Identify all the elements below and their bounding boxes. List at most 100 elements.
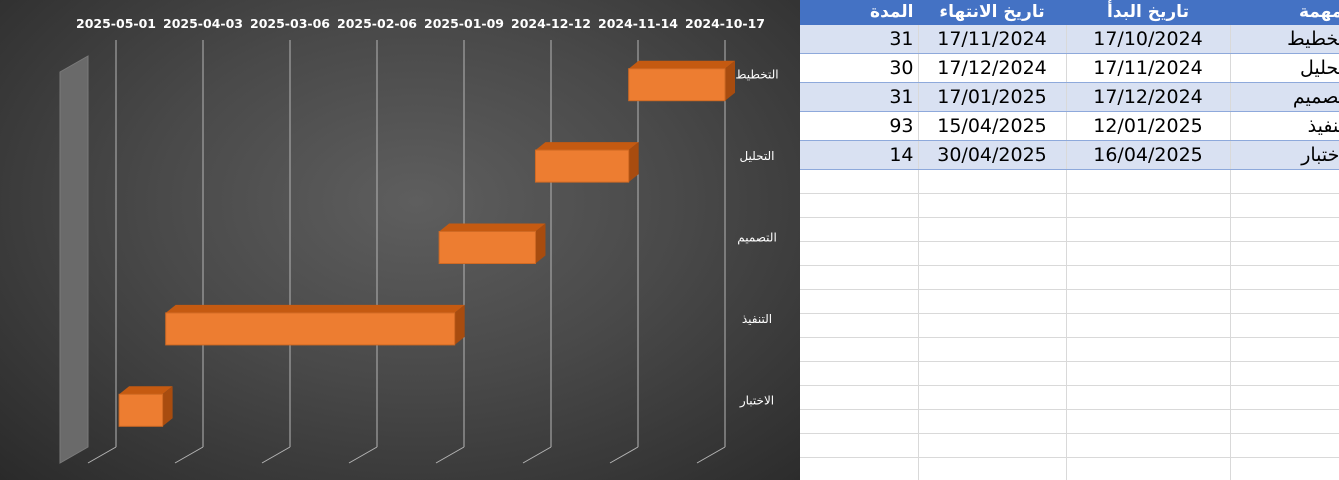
empty-cell[interactable]: [1230, 289, 1339, 314]
empty-cell[interactable]: [800, 241, 919, 266]
empty-cell[interactable]: [1066, 289, 1231, 314]
empty-row: [800, 217, 1339, 242]
empty-cell[interactable]: [1230, 409, 1339, 434]
gantt-chart[interactable]: 2025-05-01 2025-04-03 2025-03-06 2025-02-06…: [0, 0, 800, 480]
cell-end-date[interactable]: 15/04/2025: [918, 111, 1067, 141]
x-tick-label: 2024-10-17: [685, 16, 765, 31]
empty-row: [800, 241, 1339, 266]
gantt-bar[interactable]: [628, 60, 735, 102]
empty-cell[interactable]: [1066, 409, 1231, 434]
x-tick-label: 2024-12-12: [511, 16, 591, 31]
empty-cell[interactable]: [918, 409, 1067, 434]
empty-cell[interactable]: [1230, 457, 1339, 480]
bar-top-face: [535, 142, 639, 151]
empty-cell[interactable]: [918, 265, 1067, 290]
empty-cell[interactable]: [1230, 337, 1339, 362]
cell-duration[interactable]: 14: [800, 140, 919, 170]
table-row: 31 17/01/2025 17/12/2024 التصميم: [800, 82, 1339, 112]
empty-cell[interactable]: [1066, 433, 1231, 458]
cell-duration[interactable]: 31: [800, 82, 919, 112]
empty-cell[interactable]: [800, 361, 919, 386]
floor-gridline: [87, 446, 117, 464]
empty-cell[interactable]: [918, 361, 1067, 386]
cell-task[interactable]: التنفيذ: [1230, 111, 1339, 141]
cell-start-date[interactable]: 17/11/2024: [1066, 53, 1231, 83]
header-start-date[interactable]: تاريخ البدأ: [1066, 0, 1231, 25]
empty-cell[interactable]: [1230, 193, 1339, 218]
empty-cell[interactable]: [1066, 361, 1231, 386]
header-task[interactable]: المهمة: [1230, 0, 1339, 25]
empty-cell[interactable]: [1230, 169, 1339, 194]
cell-end-date[interactable]: 17/01/2025: [918, 82, 1067, 112]
empty-cell[interactable]: [918, 433, 1067, 458]
header-duration[interactable]: المدة: [800, 0, 919, 25]
empty-cell[interactable]: [800, 313, 919, 338]
empty-cell[interactable]: [1066, 313, 1231, 338]
cell-task[interactable]: الاختبار: [1230, 140, 1339, 170]
bar-side-face: [535, 223, 546, 264]
empty-cell[interactable]: [800, 337, 919, 362]
empty-cell[interactable]: [918, 217, 1067, 242]
empty-cell[interactable]: [1230, 313, 1339, 338]
empty-row: [800, 361, 1339, 386]
floor-gridline: [522, 446, 552, 464]
gantt-bar[interactable]: [534, 142, 639, 183]
empty-cell[interactable]: [918, 457, 1067, 480]
cell-end-date[interactable]: 17/11/2024: [918, 24, 1067, 54]
cell-end-date[interactable]: 30/04/2025: [918, 140, 1067, 170]
bar-top-face: [628, 60, 735, 69]
empty-cell[interactable]: [1066, 457, 1231, 480]
empty-cell[interactable]: [1066, 193, 1231, 218]
empty-cell[interactable]: [800, 265, 919, 290]
cell-duration[interactable]: 30: [800, 53, 919, 83]
empty-cell[interactable]: [800, 169, 919, 194]
cell-task[interactable]: التحليل: [1230, 53, 1339, 83]
bar-side-face: [454, 304, 465, 345]
empty-row: [800, 193, 1339, 218]
empty-cell[interactable]: [1066, 265, 1231, 290]
cell-start-date[interactable]: 17/12/2024: [1066, 82, 1231, 112]
empty-cell[interactable]: [1066, 217, 1231, 242]
empty-cell[interactable]: [918, 289, 1067, 314]
empty-cell[interactable]: [1066, 241, 1231, 266]
empty-cell[interactable]: [918, 337, 1067, 362]
cell-task[interactable]: التخطيط: [1230, 24, 1339, 54]
empty-cell[interactable]: [800, 433, 919, 458]
bar-front-face: [628, 68, 726, 102]
empty-cell[interactable]: [800, 193, 919, 218]
cell-task[interactable]: التصميم: [1230, 82, 1339, 112]
cell-end-date[interactable]: 17/12/2024: [918, 53, 1067, 83]
empty-cell[interactable]: [1230, 385, 1339, 410]
empty-cell[interactable]: [1230, 217, 1339, 242]
empty-cell[interactable]: [800, 385, 919, 410]
cell-start-date[interactable]: 16/04/2025: [1066, 140, 1231, 170]
empty-cell[interactable]: [1230, 241, 1339, 266]
empty-cell[interactable]: [800, 289, 919, 314]
empty-cell[interactable]: [918, 241, 1067, 266]
empty-cell[interactable]: [918, 385, 1067, 410]
empty-cell[interactable]: [918, 313, 1067, 338]
gantt-bar[interactable]: [165, 304, 465, 346]
cell-start-date[interactable]: 12/01/2025: [1066, 111, 1231, 141]
empty-cell[interactable]: [918, 193, 1067, 218]
empty-cell[interactable]: [1066, 337, 1231, 362]
cell-duration[interactable]: 31: [800, 24, 919, 54]
empty-cell[interactable]: [800, 217, 919, 242]
empty-cell[interactable]: [1066, 169, 1231, 194]
cell-start-date[interactable]: 17/10/2024: [1066, 24, 1231, 54]
empty-cell[interactable]: [1230, 265, 1339, 290]
table-row: 14 30/04/2025 16/04/2025 الاختبار: [800, 140, 1339, 170]
spreadsheet[interactable]: المدة تاريخ الانتهاء تاريخ البدأ المهمة …: [800, 0, 1339, 480]
empty-cell[interactable]: [1230, 361, 1339, 386]
empty-cell[interactable]: [800, 457, 919, 480]
cell-duration[interactable]: 93: [800, 111, 919, 141]
empty-cell[interactable]: [800, 409, 919, 434]
gantt-bar[interactable]: [438, 223, 546, 264]
empty-cell[interactable]: [1066, 385, 1231, 410]
header-end-date[interactable]: تاريخ الانتهاء: [918, 0, 1067, 25]
empty-cell[interactable]: [918, 169, 1067, 194]
gantt-bar[interactable]: [118, 386, 173, 427]
category-label: التخطيط: [735, 68, 778, 82]
empty-cell[interactable]: [1230, 433, 1339, 458]
x-tick-label: 2025-03-06: [250, 16, 330, 31]
